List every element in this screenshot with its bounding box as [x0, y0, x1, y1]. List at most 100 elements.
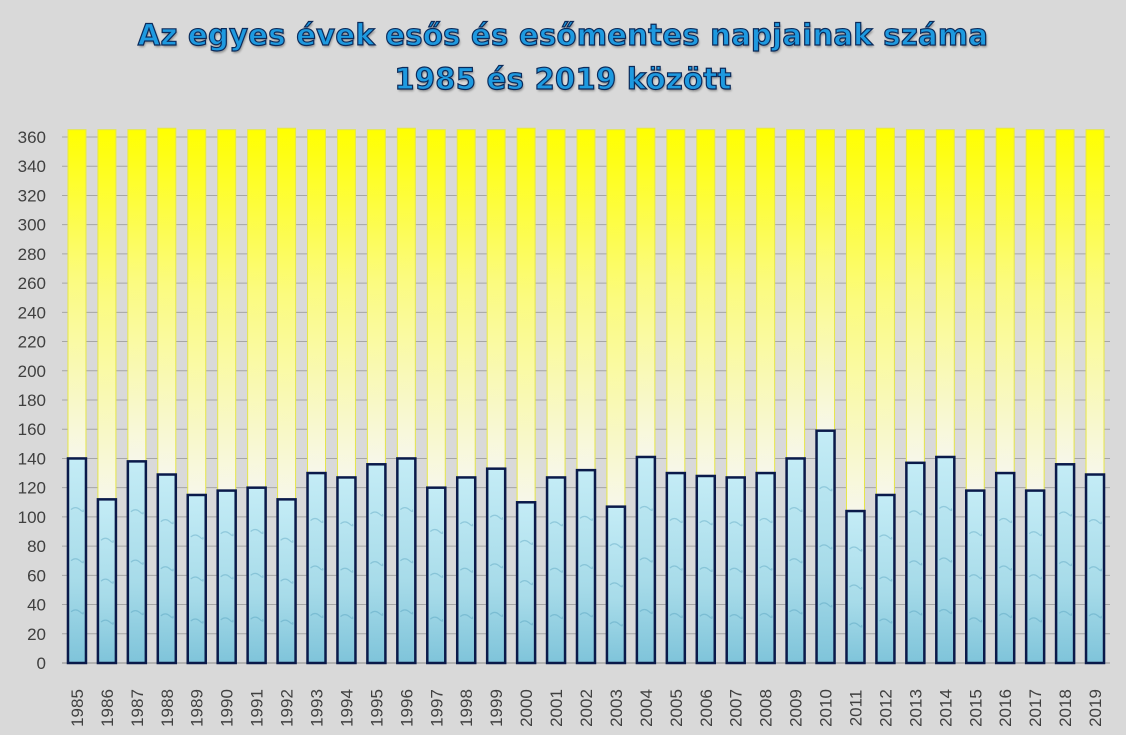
bar-rainy-days: [1054, 463, 1076, 665]
bar-rainy-days: [605, 505, 627, 665]
x-tick-label: 2002: [577, 689, 596, 727]
y-tick-label: 140: [18, 449, 46, 468]
bar-texture: [669, 565, 683, 571]
x-tick-label: 2017: [1026, 689, 1045, 727]
bar-texture: [519, 539, 534, 546]
bar-texture: [549, 567, 564, 573]
bar-rainy-days: [695, 474, 717, 665]
bar-texture: [100, 537, 114, 543]
bar-texture: [340, 614, 354, 620]
x-tick-label: 1999: [487, 689, 506, 727]
y-tick-label: 340: [18, 157, 46, 176]
bar-dry-days: [845, 129, 865, 512]
bar-texture: [549, 614, 564, 620]
bar-texture: [130, 559, 144, 565]
bar-dry-days: [726, 129, 746, 478]
bar-texture: [459, 521, 474, 527]
bar-texture: [699, 613, 713, 619]
bar-texture: [908, 610, 923, 616]
bar-rainy-days: [815, 429, 836, 665]
bar-rainy-days: [276, 498, 297, 665]
y-tick-label: 20: [27, 625, 46, 644]
bar-dry-days: [396, 127, 416, 459]
bar-texture: [130, 609, 144, 616]
bar-dry-days: [756, 127, 776, 474]
bar-texture: [549, 521, 564, 527]
bar-dry-days: [905, 129, 925, 464]
x-tick-label: 1997: [427, 689, 446, 727]
bar-texture: [100, 578, 114, 584]
bar-texture: [1058, 511, 1073, 517]
x-tick-label: 1990: [218, 689, 237, 727]
x-tick-label: 1996: [397, 689, 416, 727]
bar-dry-days: [1055, 129, 1075, 465]
x-tick-label: 2009: [787, 689, 806, 727]
bar-texture: [1028, 574, 1043, 580]
bar-texture: [280, 578, 294, 584]
bar-texture: [938, 557, 953, 563]
bar-rainy-days: [845, 509, 866, 665]
bar-texture: [310, 517, 324, 524]
bar-texture: [70, 506, 84, 513]
x-tick-label: 2006: [697, 689, 716, 727]
x-tick-label: 1994: [337, 689, 356, 727]
bar-texture: [250, 616, 264, 622]
y-tick-label: 240: [18, 303, 46, 322]
bar-rainy-days: [156, 473, 178, 665]
x-tick-label: 2000: [517, 689, 536, 727]
bar-texture: [190, 576, 204, 582]
bar-dry-days: [127, 129, 147, 462]
y-tick-label: 160: [18, 420, 46, 439]
bar-texture: [879, 576, 893, 582]
bar-texture: [1088, 519, 1102, 525]
bar-dry-days: [1025, 129, 1045, 492]
bar-dry-days: [336, 129, 356, 478]
bar-texture: [849, 584, 863, 590]
bar-dry-days: [456, 129, 476, 478]
bar-dry-days: [576, 129, 596, 471]
bar-dry-days: [1085, 129, 1105, 476]
bar-dry-days: [516, 127, 536, 503]
bar-texture: [459, 614, 474, 620]
bar-texture: [579, 515, 593, 521]
y-tick-label: 320: [18, 186, 46, 205]
bar-texture: [819, 486, 833, 492]
x-tick-label: 2004: [637, 689, 656, 727]
x-tick-label: 1987: [128, 689, 147, 727]
bar-texture: [579, 563, 593, 570]
x-tick-label: 2016: [996, 689, 1015, 727]
bar-texture: [849, 622, 863, 628]
bar-rainy-days: [635, 455, 657, 665]
x-tick-label: 2007: [727, 689, 746, 727]
x-tick-label: 2011: [846, 690, 865, 727]
bar-rainy-days: [575, 468, 597, 665]
bar-dry-days: [816, 129, 836, 432]
bar-dry-days: [307, 129, 327, 474]
bar-texture: [609, 621, 623, 627]
bar-rainy-days: [1024, 489, 1046, 665]
bar-texture: [879, 534, 893, 540]
bar-rainy-days: [126, 460, 148, 665]
bar-rainy-days: [336, 476, 357, 665]
x-tick-label: 2008: [757, 689, 776, 727]
x-tick-label: 1985: [68, 689, 87, 727]
bar-texture: [1058, 561, 1073, 567]
bar-texture: [819, 602, 833, 608]
bar-dry-days: [636, 127, 656, 458]
bar-rainy-days: [515, 501, 537, 665]
bar-dry-days: [157, 127, 177, 476]
bar-texture: [160, 566, 174, 572]
bar-dry-days: [546, 129, 566, 478]
bar-dry-days: [67, 129, 87, 459]
bar-texture: [489, 514, 504, 520]
bar-texture: [669, 612, 683, 619]
bar-texture: [429, 528, 444, 535]
y-tick-label: 180: [18, 391, 46, 410]
bar-texture: [340, 521, 354, 527]
bar-texture: [998, 517, 1013, 524]
bar-texture: [908, 510, 923, 516]
bar-rainy-days: [306, 471, 327, 665]
bar-texture: [399, 558, 414, 564]
